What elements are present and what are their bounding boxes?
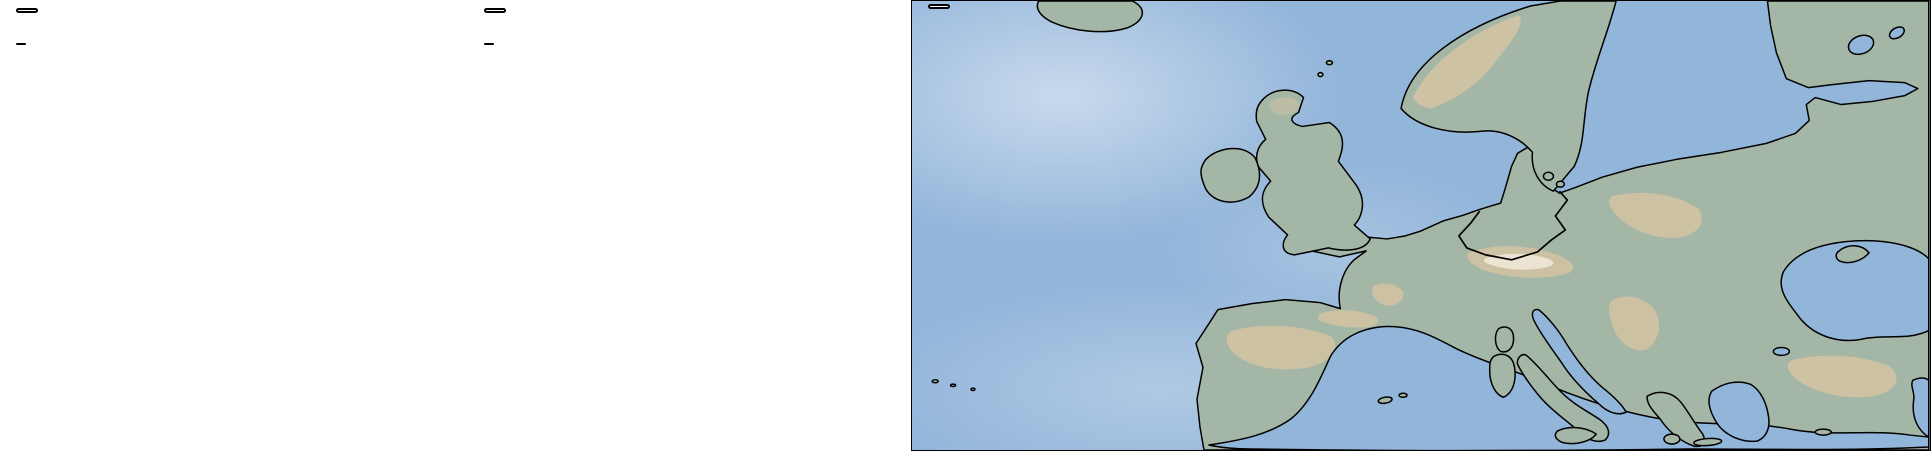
seas xyxy=(1208,26,1930,450)
mountains-iberia xyxy=(1226,325,1336,370)
colorbar-1 xyxy=(330,28,440,418)
germany-choropleth-map-2 xyxy=(479,6,767,449)
mountains-scotland xyxy=(1269,97,1300,116)
germany-border-highlight xyxy=(1457,190,1569,261)
mean-value-badge-2 xyxy=(484,8,506,13)
europe-contour-map xyxy=(911,0,1931,451)
land-balearics xyxy=(1377,396,1393,405)
mountain-ranges xyxy=(1226,14,1897,398)
lake-ladoga xyxy=(1847,34,1875,56)
range-badge-1 xyxy=(16,43,26,45)
land-sicily xyxy=(1554,426,1597,445)
sea-marmara xyxy=(1772,346,1791,357)
mean-value-badge-1 xyxy=(16,8,38,13)
land-scandinavia xyxy=(1400,1,1617,192)
mountains-balkans xyxy=(1608,296,1660,351)
land-corsica xyxy=(1494,326,1515,353)
range-badge-2 xyxy=(484,43,494,45)
land-crimea xyxy=(1835,245,1870,264)
land-denmark-island xyxy=(1555,180,1566,188)
land-sardinia xyxy=(1488,353,1516,398)
land-orkney xyxy=(1317,71,1324,78)
sea-adriatic xyxy=(1531,308,1627,415)
land-azores xyxy=(949,383,957,388)
sea-caspian xyxy=(1911,377,1930,438)
land-azores xyxy=(931,379,939,384)
mountains-norway xyxy=(1413,14,1521,109)
land-azores xyxy=(970,387,976,392)
land-peloponnese xyxy=(1663,433,1681,445)
germany-choropleth-map-1 xyxy=(3,5,291,448)
land-iceland xyxy=(1036,1,1143,33)
land-balearics xyxy=(1398,392,1408,398)
mountains-carpathians xyxy=(1608,192,1702,238)
weather-pattern-label xyxy=(928,4,950,9)
land-crete xyxy=(1693,437,1723,447)
colorbar-2 xyxy=(807,28,922,418)
mountains-anatolia xyxy=(1787,355,1897,398)
land-denmark-island xyxy=(1542,171,1555,181)
mountains-pyrenees xyxy=(1317,310,1379,328)
land-cyprus xyxy=(1814,428,1832,436)
sea-mediterranean xyxy=(1208,325,1930,450)
mountains-massif-central xyxy=(1372,283,1404,306)
sea-black-sea xyxy=(1780,239,1930,342)
land-ireland xyxy=(1200,147,1261,203)
sea-aegean xyxy=(1708,381,1770,443)
lake-onega xyxy=(1888,26,1905,40)
land-great-britain xyxy=(1255,89,1371,256)
land-shetland xyxy=(1325,59,1334,66)
mediterranean-lands xyxy=(931,245,1870,448)
